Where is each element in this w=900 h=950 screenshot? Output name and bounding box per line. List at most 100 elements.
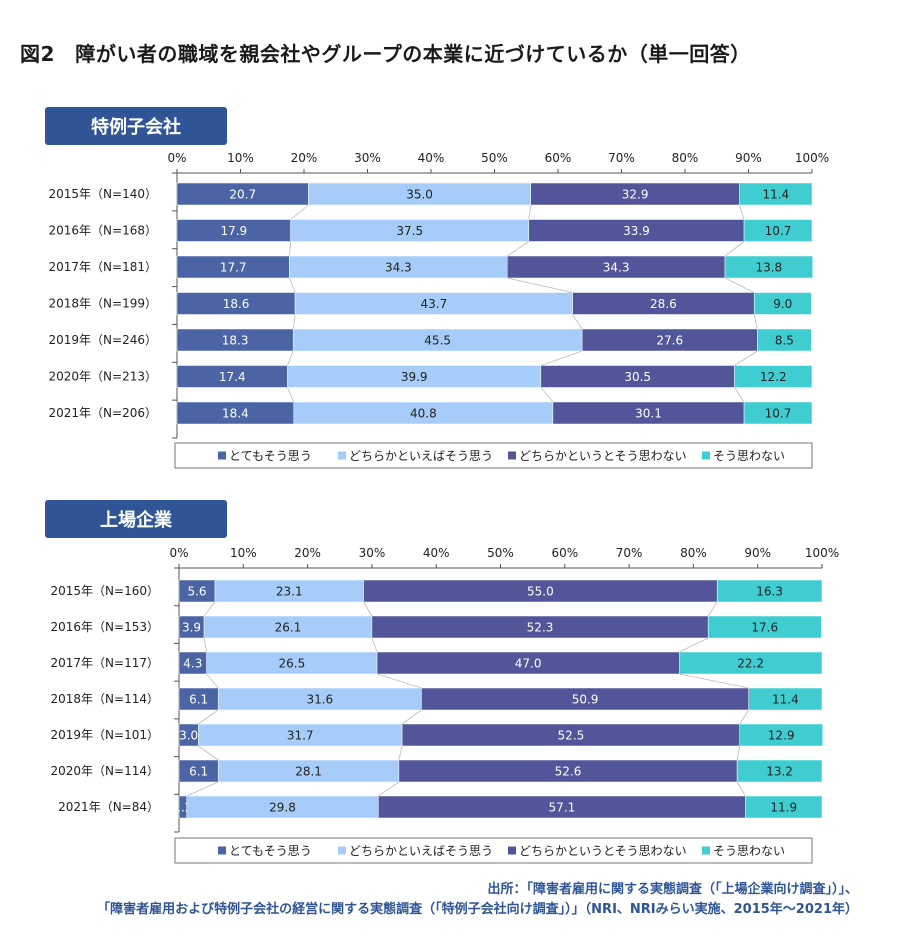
category-label: 2015年（N=160） (51, 584, 159, 598)
bar-value-label: 12.2 (760, 370, 787, 384)
bar-value-label: 52.6 (555, 765, 582, 779)
bar-value-label: 37.5 (396, 224, 423, 238)
category-label: 2019年（N=246） (49, 333, 157, 347)
legend-label: とてもそう思う (229, 844, 312, 858)
series-connector (206, 673, 219, 689)
bar-value-label: 3.0 (179, 729, 198, 743)
series-connector (292, 314, 296, 330)
series-connector (198, 709, 219, 725)
x-tick-label: 70% (616, 546, 643, 560)
x-tick-label: 40% (418, 151, 445, 165)
bar-value-label: 28.6 (650, 297, 677, 311)
x-tick-label: 50% (481, 151, 508, 165)
bar-value-label: 20.7 (229, 188, 256, 202)
x-tick-label: 70% (608, 151, 635, 165)
bar-value-label: 17.6 (751, 621, 778, 635)
series-connector (506, 241, 530, 257)
bar-value-label: 6.1 (189, 765, 208, 779)
bar-value-label: 13.8 (755, 261, 782, 275)
series-connector (528, 204, 532, 220)
series-connector (736, 745, 741, 761)
legend-swatch (702, 451, 710, 460)
series-connector (679, 673, 749, 689)
bar-value-label: 31.7 (287, 729, 314, 743)
x-tick-label: 20% (291, 151, 318, 165)
series-connector (753, 314, 758, 330)
bar-value-label: 17.7 (220, 261, 247, 275)
x-tick-label: 10% (227, 151, 254, 165)
bar-value-label: 55.0 (527, 585, 554, 599)
bar-segment (743, 219, 813, 242)
bar-value-label: 23.1 (276, 585, 303, 599)
series-connector (203, 601, 216, 617)
category-label: 2016年（N=168） (49, 224, 157, 238)
x-tick-label: 0% (169, 546, 188, 560)
bar-segment (745, 795, 823, 819)
category-label: 2020年（N=114） (51, 764, 159, 778)
source-line-2: 「障害者雇用および特例子会社の経営に関する実態調査（「特例子会社向け調査」）」（… (97, 902, 858, 917)
series-connector (707, 601, 718, 617)
bar-value-label: 40.8 (410, 407, 437, 421)
series-connector (198, 745, 219, 761)
bar-value-label: 11.4 (772, 693, 799, 707)
legend-swatch (218, 846, 226, 855)
series-connector (739, 204, 745, 220)
x-tick-label: 60% (551, 546, 578, 560)
series-connector (724, 277, 755, 293)
bar-segment (707, 615, 822, 639)
bar-value-label: 31.6 (306, 693, 333, 707)
bar-value-label: 27.6 (656, 334, 683, 348)
series-connector (287, 387, 295, 403)
bar-value-label: 39.9 (401, 370, 428, 384)
legend-label: どちらかというとそう思わない (519, 844, 687, 858)
bar-segment (724, 255, 813, 279)
bar-value-label: 10.7 (765, 224, 792, 238)
category-label: 2015年（N=140） (49, 187, 157, 201)
category-label: 2021年（N=206） (49, 406, 157, 420)
legend-label: どちらかというとそう思わない (519, 449, 687, 463)
legend-label: どちらかといえばそう思う (349, 449, 493, 463)
chart-subsidiary: 0% 10% 20% 30% 40% 50% 60% 70% 80% 90% 100% 2015年（N… (49, 151, 829, 469)
bar-value-label: 8.5 (775, 334, 794, 348)
series-connector (540, 350, 583, 366)
bar-value-label: 26.1 (275, 621, 302, 635)
series-connector (376, 673, 422, 689)
bar-value-label: 30.5 (624, 370, 651, 384)
legend-swatch (508, 846, 516, 855)
bar-value-label: 11.9 (770, 801, 797, 815)
x-tick-label: 100% (805, 546, 839, 560)
bar-segment (739, 723, 823, 747)
bar-value-label: 18.3 (222, 334, 249, 348)
legend-swatch (338, 846, 346, 855)
bar-value-label: 50.9 (572, 693, 599, 707)
legend-swatch (218, 451, 226, 460)
chart-listed: 0% 10% 20% 30% 40% 50% 60% 70% 80% 90% 100% 2015年（N… (51, 546, 839, 864)
bar-value-label: 30.1 (635, 407, 662, 421)
bar-value-label: 45.5 (424, 334, 451, 348)
category-label: 2016年（N=153） (51, 620, 159, 634)
category-label: 2020年（N=213） (49, 370, 157, 384)
source-note: 出所：「障害者雇用に関する実態調査（「上場企業向け調査」）」、 「障害者雇用およ… (97, 880, 858, 920)
x-tick-label: 100% (795, 151, 829, 165)
bar-value-label: 33.9 (623, 224, 650, 238)
series-connector (371, 637, 378, 653)
bar-value-label: 4.3 (183, 657, 202, 671)
series-connector (289, 277, 296, 293)
series-connector (540, 387, 554, 403)
bar-value-label: 11.4 (762, 188, 789, 202)
bar-value-label: 12.9 (768, 729, 795, 743)
series-connector (398, 745, 403, 761)
legend-swatch (338, 451, 346, 460)
series-connector (724, 241, 745, 257)
category-label: 2017年（N=181） (49, 260, 157, 274)
x-tick-label: 10% (230, 546, 257, 560)
bar-segment (753, 292, 812, 315)
x-tick-label: 0% (167, 151, 186, 165)
series-connector (734, 387, 745, 403)
bar-value-label: 17.9 (220, 224, 247, 238)
series-connector (203, 637, 208, 653)
bar-value-label: 57.1 (549, 801, 576, 815)
series-connector (287, 350, 294, 366)
series-connector (401, 709, 422, 725)
x-tick-label: 40% (423, 546, 450, 560)
